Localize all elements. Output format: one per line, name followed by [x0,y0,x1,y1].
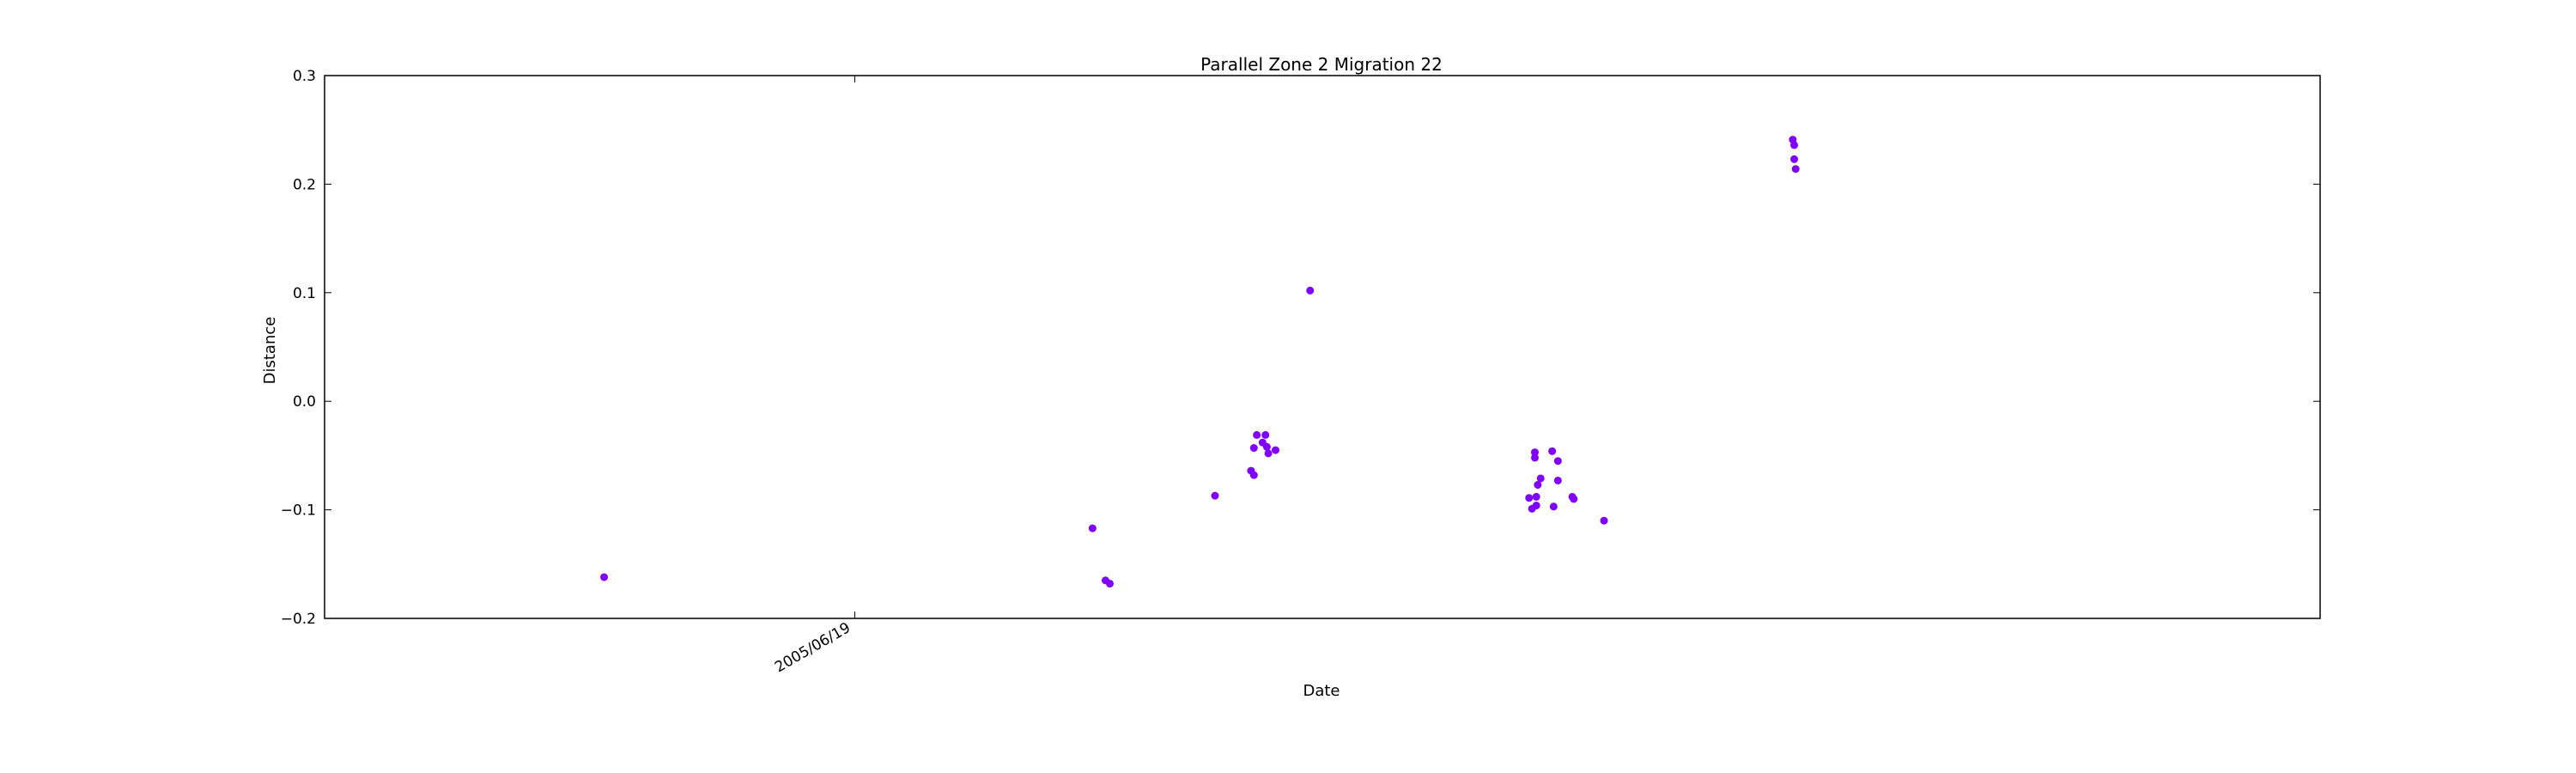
data-point [1600,516,1608,525]
data-point [1271,446,1279,454]
data-point [1553,476,1562,484]
data-point [1088,524,1097,533]
y-tick-label: 0.3 [293,68,316,85]
y-tick-label: −0.2 [281,611,316,628]
data-point [600,573,609,581]
data-point [1549,502,1558,511]
data-point [1261,430,1270,439]
y-axis-label: Distance [261,317,279,385]
data-point [1249,444,1258,453]
plot-frame [324,75,2321,619]
y-tick-label: −0.1 [281,502,316,520]
data-point [1570,495,1578,503]
data-point [1249,471,1258,479]
data-point [1262,442,1271,451]
x-axis-label: Date [1303,682,1340,700]
data-points [600,136,1800,588]
x-tick-label: 2005/06/19 [772,619,854,676]
data-point [1532,502,1540,510]
data-point [1532,492,1540,501]
data-point [1534,481,1542,490]
chart-title: Parallel Zone 2 Migration 22 [1200,54,1443,75]
data-point [1553,457,1562,466]
data-point [1531,453,1540,462]
y-tick-label: 0.1 [293,285,316,302]
y-tick-label: 0.2 [293,176,316,193]
data-point [1536,474,1545,483]
data-point [1548,447,1557,455]
data-point [1790,155,1799,163]
data-point [1211,491,1219,500]
data-point [1531,448,1540,457]
data-point [1306,286,1315,295]
axes: 0.3 0.2 0.1 0.0 −0.1 −0.2 2005/06/19 [281,68,2320,676]
data-point [1791,165,1800,173]
data-point [1525,494,1534,502]
data-point [1790,141,1799,149]
data-point [1105,580,1114,588]
data-point [1264,449,1273,458]
data-point [1253,430,1261,439]
y-tick-label: 0.0 [293,393,316,411]
